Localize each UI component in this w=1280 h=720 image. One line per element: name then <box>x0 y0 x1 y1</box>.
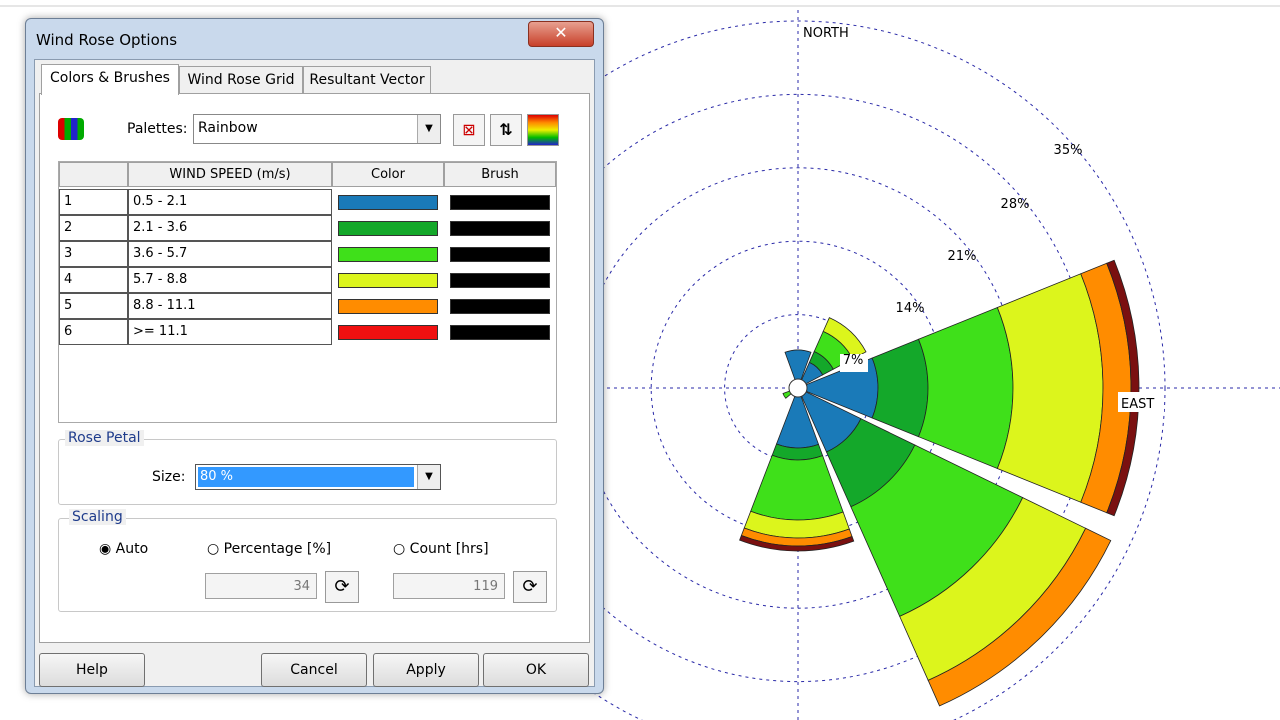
size-value: 80 % <box>198 467 414 487</box>
index-cell: 5 <box>59 293 128 319</box>
palette-select[interactable]: Rainbow ▼ <box>193 114 441 144</box>
group-title: Scaling <box>69 509 126 525</box>
palette-value: Rainbow <box>198 120 258 136</box>
palette-icon <box>58 118 84 140</box>
speed-table: WIND SPEED (m/s) Color Brush 1 0.5 - 2.1 2… <box>58 161 557 423</box>
petal-segment <box>784 349 812 390</box>
ring-label: 21% <box>948 249 977 264</box>
label-bg <box>840 354 868 372</box>
tab[interactable]: Colors & Brushes <box>41 64 179 95</box>
brush-swatch <box>450 325 550 340</box>
refresh-button[interactable]: ⟳ <box>325 571 359 603</box>
ring-label: 35% <box>1054 143 1083 158</box>
color-swatch <box>338 247 438 262</box>
ring-label: 28% <box>1001 197 1030 212</box>
index-cell: 2 <box>59 215 128 241</box>
tab-panel: Palettes: Rainbow ▼ ⊠ ⇅ WIND SPEED (m/s)… <box>39 93 590 643</box>
radio[interactable]: ◉ Auto <box>99 541 149 557</box>
radio[interactable]: ○ Count [hrs] <box>393 541 489 557</box>
size-select[interactable]: 80 % ▼ <box>195 464 441 490</box>
brush-swatch <box>450 273 550 288</box>
index-cell: 1 <box>59 189 128 215</box>
range-cell: 0.5 - 2.1 <box>128 189 332 215</box>
brush-swatch <box>450 247 550 262</box>
button[interactable]: Help <box>39 653 145 687</box>
tab[interactable]: Resultant Vector <box>303 66 431 94</box>
range-cell: 2.1 - 3.6 <box>128 215 332 241</box>
color-swatch <box>338 299 438 314</box>
palette-label: Palettes: <box>127 121 188 137</box>
dialog-body: Colors & Brushes Wind Rose Grid Resultan… <box>34 59 595 687</box>
count-input[interactable]: 119 <box>393 573 505 599</box>
range-cell: >= 11.1 <box>128 319 332 345</box>
header-cell: Color <box>332 162 444 187</box>
header-cell: WIND SPEED (m/s) <box>128 162 332 187</box>
label-bg <box>1118 392 1164 412</box>
radio-label: Percentage [%] <box>223 541 332 557</box>
petal-segment <box>996 273 1104 503</box>
index-cell: 4 <box>59 267 128 293</box>
tab[interactable]: Wind Rose Grid <box>179 66 303 94</box>
refresh-button[interactable]: ⟳ <box>513 571 547 603</box>
color-swatch <box>338 325 438 340</box>
button[interactable]: OK <box>483 653 589 687</box>
petal-segment <box>927 527 1112 707</box>
swap-button[interactable]: ⇅ <box>490 114 522 146</box>
ring-label: 7% <box>843 353 864 368</box>
index-cell: 3 <box>59 241 128 267</box>
palette-button[interactable] <box>527 114 559 146</box>
clear-button[interactable]: ⊠ <box>453 114 485 146</box>
range-cell: 5.7 - 8.8 <box>128 267 332 293</box>
radio[interactable]: ○ Percentage [%] <box>207 541 332 557</box>
petal-segment <box>739 534 855 552</box>
percentage-input[interactable]: 34 <box>205 573 317 599</box>
ring-label: 14% <box>896 301 925 316</box>
radio-label: Auto <box>115 541 149 557</box>
rose-petal-group: Rose Petal Size: 80 % ▼ <box>58 430 557 505</box>
range-cell: 8.8 - 11.1 <box>128 293 332 319</box>
petal-segment <box>918 306 1014 470</box>
header-cell: Brush <box>444 162 556 187</box>
color-swatch <box>338 221 438 236</box>
brush-swatch <box>450 195 550 210</box>
center <box>788 378 808 398</box>
dropdown-arrow: ▼ <box>417 465 440 489</box>
radio-label: Count [hrs] <box>409 541 489 557</box>
group-title: Rose Petal <box>65 430 144 446</box>
color-swatch <box>338 195 438 210</box>
scaling-group: Scaling ◉ Auto ○ Percentage [%] ○ Count … <box>58 509 557 612</box>
dropdown-arrow: ▼ <box>417 115 440 143</box>
dialog-title: Wind Rose Options <box>36 31 178 49</box>
brush-swatch <box>450 299 550 314</box>
petal-segment <box>750 454 844 521</box>
size-label: Size: <box>152 469 186 485</box>
petal-segment <box>1106 259 1140 517</box>
range-cell: 3.6 - 5.7 <box>128 241 332 267</box>
button[interactable]: Cancel <box>261 653 367 687</box>
petal-segment <box>822 317 867 360</box>
button[interactable]: Apply <box>373 653 479 687</box>
header-cell <box>59 162 128 187</box>
color-swatch <box>338 273 438 288</box>
east-label: EAST <box>1121 397 1154 412</box>
index-cell: 6 <box>59 319 128 345</box>
close-button[interactable]: ✕ <box>528 21 594 47</box>
petal-segment <box>871 338 929 438</box>
dialog: Wind Rose Options ✕ Colors & Brushes Win… <box>25 18 604 694</box>
grid-ring <box>430 20 1166 720</box>
brush-swatch <box>450 221 550 236</box>
north-label: NORTH <box>803 26 849 41</box>
